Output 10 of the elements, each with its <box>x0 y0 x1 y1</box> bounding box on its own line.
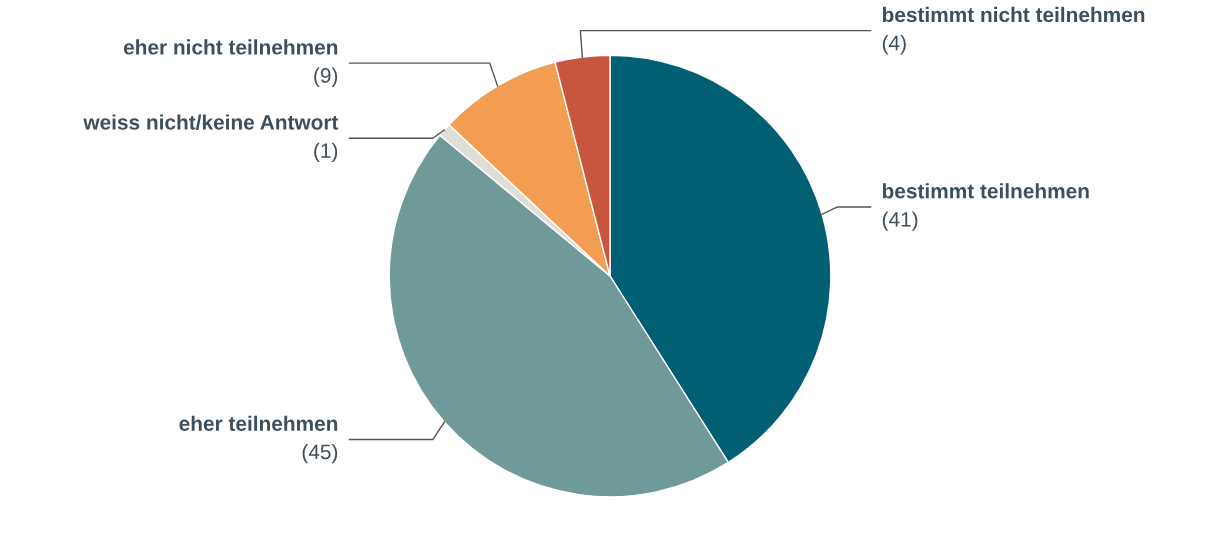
slice-label: bestimmt teilnehmen <box>882 183 1089 199</box>
slice-label: eher teilnehmen <box>179 415 338 432</box>
data-label: (45) <box>302 443 338 464</box>
slice-label: bestimmt nicht teilnehmen <box>882 6 1145 23</box>
data-label: (41) <box>882 211 918 231</box>
slice-label: eher nicht teilnehmen <box>123 39 338 55</box>
data-label: (1) <box>314 142 338 163</box>
data-label: (9) <box>314 67 338 87</box>
data-label: (4) <box>882 35 906 55</box>
slice-label: weiss nicht/keine Antwort <box>83 114 339 130</box>
